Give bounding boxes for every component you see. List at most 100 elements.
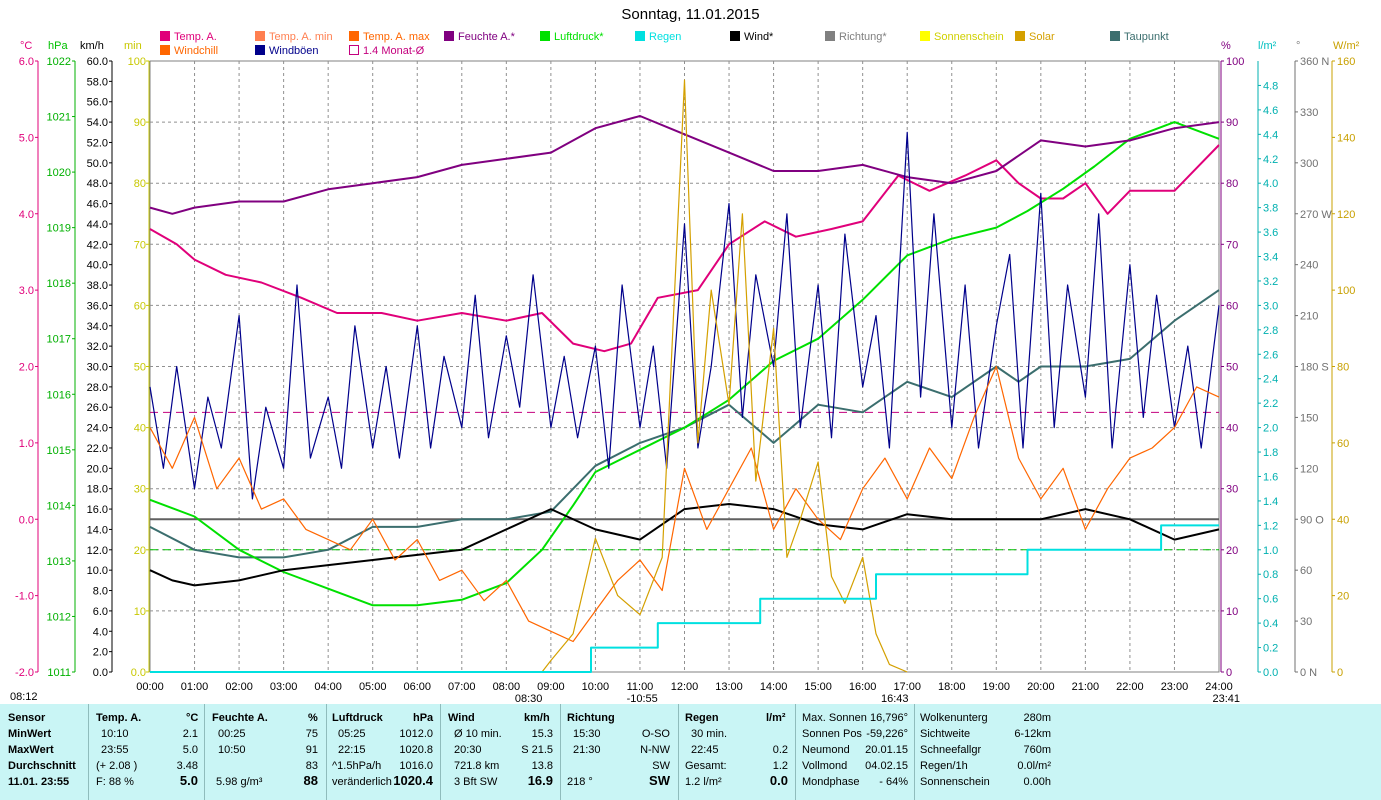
humidity-axis-tick-label: 10 (1226, 606, 1238, 618)
rain-axis-tick-label: 0.4 (1263, 618, 1278, 630)
wind-avg-value: 15.3 (531, 728, 553, 740)
legend-label: Richtung* (839, 31, 887, 43)
x-tick-label: 02:00 (225, 681, 253, 693)
current-date-label: 11.01. 23:55 (8, 776, 70, 788)
new-moon-label: Neumond (802, 744, 850, 756)
legend-label: Temp. A. min (269, 31, 333, 43)
sun-min-axis-tick-label: 30 (134, 484, 146, 496)
direction-axis-tick-label: 60 (1300, 565, 1312, 577)
temp-current-value: 5.0 (179, 773, 198, 788)
direction-axis-tick-label: 0 N (1300, 667, 1317, 679)
humidity-min-value: 75 (305, 728, 318, 740)
temp-axis-tick-label: 3.0 (19, 285, 34, 297)
wind-axis-tick-label: 30.0 (87, 362, 108, 374)
pressure-trend: ^1.5hPa/h (332, 760, 382, 772)
full-moon-value: 04.02.15 (865, 760, 908, 772)
sun-min-axis-tick-label: 60 (134, 300, 146, 312)
legend-swatch (349, 31, 359, 41)
rain-axis-tick-label: 3.8 (1263, 203, 1278, 215)
rain-max-time: 22:45 (691, 744, 719, 756)
full-moon-label: Vollmond (802, 760, 848, 772)
wind-max-time: 20:30 (454, 744, 482, 756)
solar-axis-tick-label: 80 (1337, 362, 1349, 374)
rain-axis-tick-label: 1.6 (1263, 471, 1278, 483)
legend-item: Luftdruck* (540, 31, 604, 45)
x-tick-label: 17:00 (893, 681, 921, 693)
legend-item: Temp. A. min (255, 31, 333, 45)
temp-axis-tick-label: 6.0 (19, 56, 34, 68)
temp-min-value: 2.1 (182, 728, 198, 740)
maxwert-label: MaxWert (8, 744, 54, 756)
visibility-value: 6-12km (1014, 728, 1051, 740)
pressure-axis-tick-label: 1013 (47, 556, 71, 568)
legend-swatch (160, 31, 170, 41)
legend-label: Feuchte A.* (458, 31, 515, 43)
series-taupunkt (149, 289, 1220, 559)
sun-min-axis-tick-label: 10 (134, 606, 146, 618)
x-tick-label: 04:00 (314, 681, 342, 693)
weather-chart: 00:00 01:00 02:00 03:00 04:00 05:00 06:00 07:00… (10, 56, 1355, 704)
legend-item: Windchill (160, 45, 218, 59)
temp-max-value: 5.0 (182, 744, 198, 756)
legend-label: Luftdruck* (554, 31, 604, 43)
direction-axis-tick-label: 150 (1300, 412, 1318, 424)
legend-item: Temp. A. max (349, 31, 430, 45)
solar-axis-header: W/m² (1333, 40, 1360, 52)
wind-axis-tick-label: 14.0 (87, 524, 108, 536)
humidity-axis-tick-label: 70 (1226, 239, 1238, 251)
wind-axis-tick-label: 28.0 (87, 382, 108, 394)
wind-axis-tick-label: 12.0 (87, 545, 108, 557)
wind-axis-tick-label: 8.0 (93, 586, 108, 598)
solar-axis-tick-label: 0 (1337, 667, 1343, 679)
temp-unit: °C (186, 712, 199, 724)
rain-hour-label: Regen/1h (920, 760, 968, 772)
legend-swatch (255, 45, 265, 55)
wind-axis-tick-label: 20.0 (87, 463, 108, 475)
solar-axis-tick-label: 60 (1337, 438, 1349, 450)
chart-title: Sonntag, 11.01.2015 (621, 6, 760, 23)
x-tick-label: 05:00 (359, 681, 387, 693)
rain-total-value: 1.2 (772, 760, 788, 772)
rain-axis-tick-label: 3.0 (1263, 300, 1278, 312)
wind-axis-tick-label: 44.0 (87, 219, 108, 231)
x-tick-label: 24:00 (1205, 681, 1233, 693)
legend-item: 1.4 Monat-Ø (349, 45, 424, 59)
rain-axis-tick-label: 3.2 (1263, 276, 1278, 288)
max-sun-value: 16,796° (869, 712, 908, 724)
rain-axis-tick-label: 3.4 (1263, 252, 1278, 264)
wind-axis-header: km/h (80, 40, 104, 52)
pressure-min-value: 1012.0 (399, 728, 433, 740)
series-regen (150, 524, 1219, 673)
wind-axis-tick-label: 2.0 (93, 647, 108, 659)
humidity-axis-tick-label: 50 (1226, 362, 1238, 374)
legend-item: Taupunkt (1110, 31, 1169, 45)
direction-min-value: O-SO (641, 728, 670, 740)
humidity-axis-tick-label: 0 (1226, 667, 1232, 679)
wind-axis-tick-label: 24.0 (87, 423, 108, 435)
wind-axis-tick-label: 18.0 (87, 484, 108, 496)
sunset-label: 16:43 (881, 693, 909, 704)
series-luftdruck- (149, 121, 1220, 607)
direction-axis-tick-label: 300 (1300, 158, 1318, 170)
legend-swatch (255, 31, 265, 41)
direction-degrees: 218 ° (567, 776, 593, 788)
direction-max-time: 21:30 (573, 744, 601, 756)
temp-header: Temp. A. (96, 712, 142, 724)
x-tick-label: 23:00 (1161, 681, 1189, 693)
wind-axis-tick-label: 56.0 (87, 97, 108, 109)
pressure-axis-tick-label: 1014 (47, 500, 71, 512)
wind-axis-tick-label: 0.0 (93, 667, 108, 679)
time-start-label: 08:12 (10, 691, 38, 703)
legend-label: Wind* (744, 31, 774, 43)
sun-min-axis-tick-label: 40 (134, 423, 146, 435)
pressure-unit: hPa (413, 712, 434, 724)
wind-axis-tick-label: 22.0 (87, 443, 108, 455)
x-tick-label: 14:00 (760, 681, 788, 693)
wind-axis-tick-label: 58.0 (87, 76, 108, 88)
x-tick-label: 03:00 (270, 681, 298, 693)
moon-phase-label: Mondphase (802, 776, 860, 788)
temp-axis-tick-label: 0.0 (19, 514, 34, 526)
wind-unit: km/h (524, 712, 550, 724)
x-tick-label: 19:00 (983, 681, 1011, 693)
x-tick-label: 11:00 (627, 681, 654, 693)
